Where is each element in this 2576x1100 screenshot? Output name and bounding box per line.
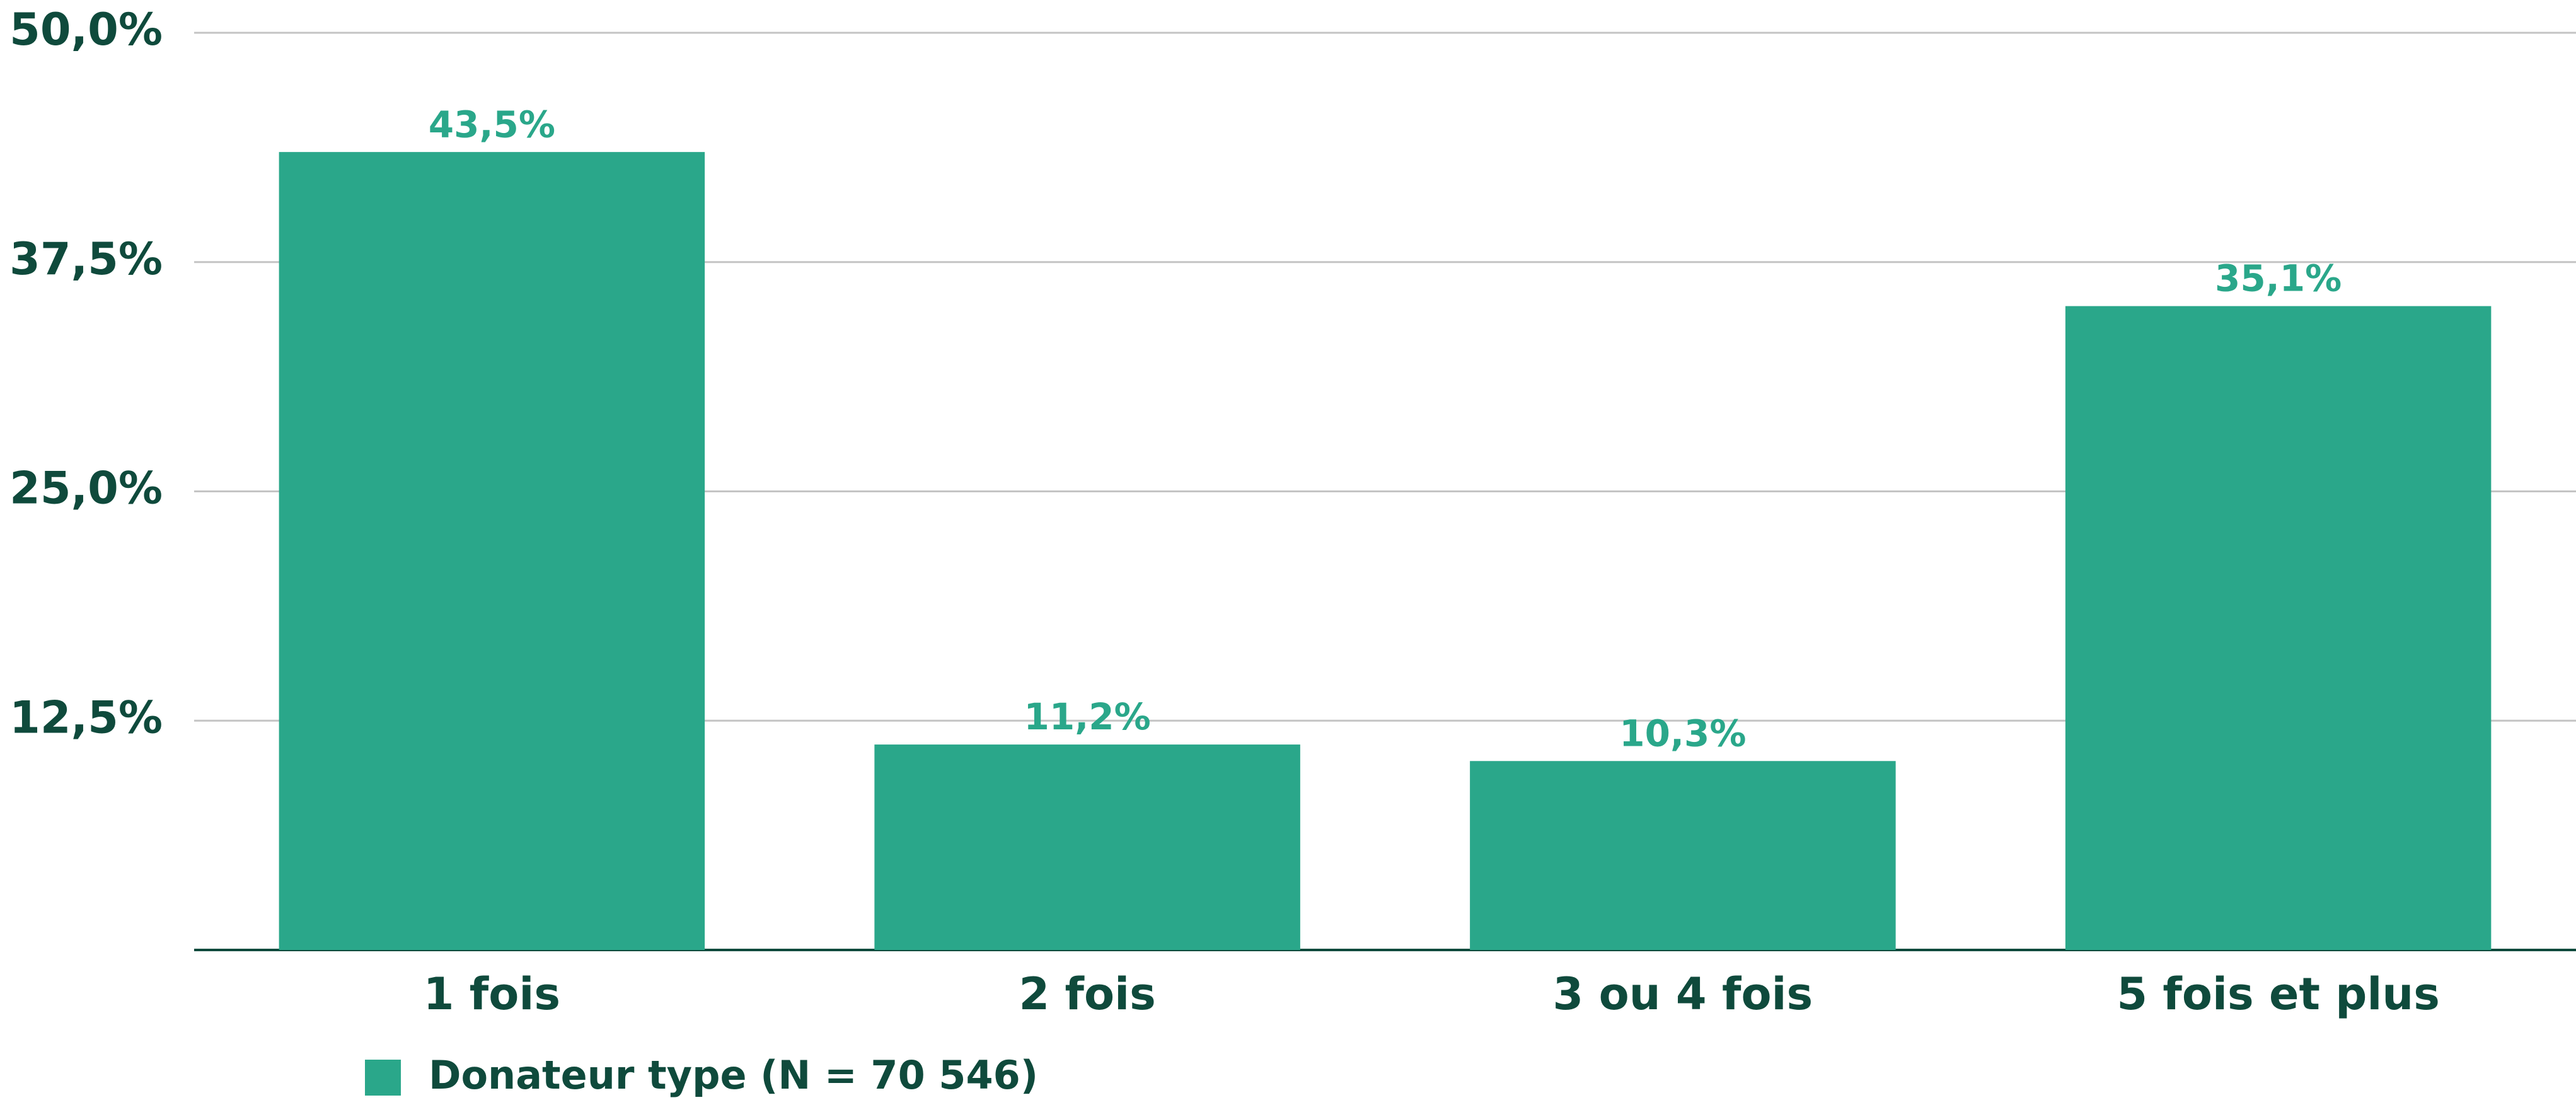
legend-swatch [365,1060,401,1096]
y-tick-label: 12,5% [9,692,163,743]
bar [2065,306,2492,951]
bar [1470,761,1896,950]
y-tick-label: 50,0% [9,4,163,55]
x-tick-label: 1 fois [424,968,560,1020]
legend-label: Donateur type (N = 70 546) [429,1052,1038,1098]
data-label: 11,2% [1024,695,1151,738]
x-tick-label: 5 fois et plus [2117,968,2440,1020]
x-tick-label: 3 ou 4 fois [1553,968,1813,1020]
bar [874,744,1300,950]
y-tick-label: 37,5% [9,233,163,285]
y-tick-label: 25,0% [9,463,163,514]
x-tick-label: 2 fois [1019,968,1155,1020]
data-label: 43,5% [429,103,555,146]
data-label: 35,1% [2215,257,2342,300]
bar [279,152,705,950]
data-label: 10,3% [1619,712,1746,755]
